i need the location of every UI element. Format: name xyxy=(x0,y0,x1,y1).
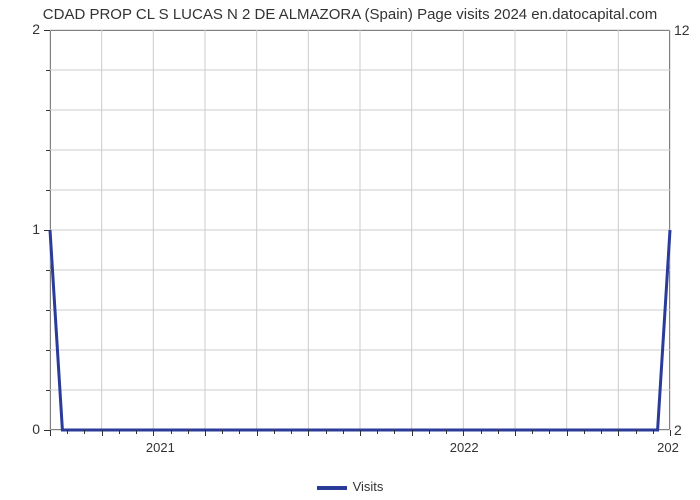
y-axis-right-bottom: 2 xyxy=(674,422,682,438)
x-axis-label-2021: 2021 xyxy=(135,440,185,455)
y-axis-label-2: 2 xyxy=(0,21,40,37)
x-axis-label-2022: 2022 xyxy=(439,440,489,455)
chart-container: { "chart": { "type": "line", "title": "C… xyxy=(0,0,700,500)
legend: Visits xyxy=(0,479,700,494)
x-axis-label-202: 202 xyxy=(648,440,688,455)
y-axis-label-0: 0 xyxy=(0,421,40,437)
y-axis-label-1: 1 xyxy=(0,221,40,237)
legend-swatch xyxy=(317,486,347,490)
y-axis-right-top: 12 xyxy=(674,22,690,38)
legend-label: Visits xyxy=(353,479,384,494)
plot-svg xyxy=(0,0,700,500)
